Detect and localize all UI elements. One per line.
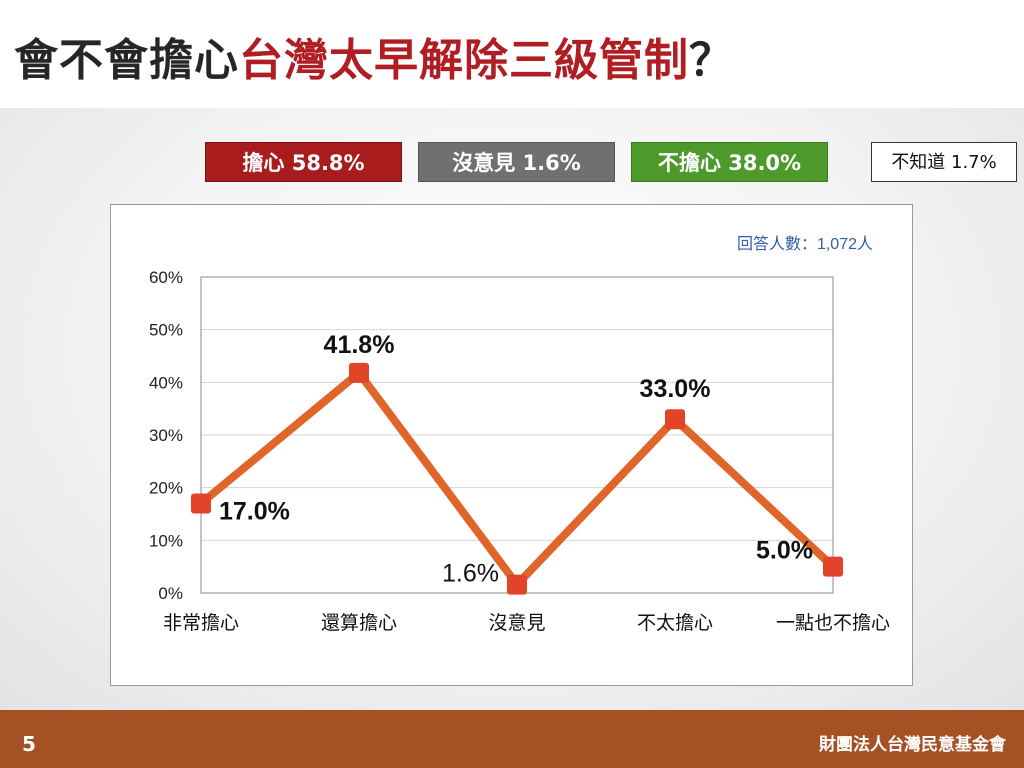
legend-no-opinion-box: 沒意見 1.6% — [418, 142, 615, 182]
data-point-marker — [507, 574, 527, 595]
title-suffix: ？ — [689, 35, 734, 86]
legend-dont-know-box: 不知道 1.7% — [871, 142, 1017, 182]
data-label: 33.0% — [640, 375, 711, 403]
title-prefix: 會不會擔心 — [14, 35, 239, 86]
data-point-marker — [823, 556, 843, 577]
x-tick-label: 非常擔心 — [163, 612, 239, 634]
data-label: 1.6% — [442, 560, 499, 588]
legend-worry-box: 擔心 58.8% — [205, 142, 402, 182]
slide-title: 會不會擔心台灣太早解除三級管制？ — [14, 24, 734, 88]
y-tick-label: 0% — [158, 584, 183, 603]
line-chart: 回答人數：1,072人 0% 10% 20% 30% 40% 50% 60% 非常擔心 還算擔心… — [149, 235, 890, 634]
title-highlight: 台灣太早解除三級管制 — [239, 35, 689, 86]
data-point-marker — [349, 362, 369, 383]
data-point-marker — [665, 409, 685, 430]
y-tick-label: 40% — [149, 373, 183, 392]
respondent-count-note: 回答人數：1,072人 — [737, 235, 873, 253]
series-line — [197, 368, 837, 589]
x-tick-label: 不太擔心 — [637, 612, 713, 634]
x-tick-label: 沒意見 — [488, 612, 545, 634]
x-tick-label: 一點也不擔心 — [776, 612, 890, 634]
chart-frame: 回答人數：1,072人 0% 10% 20% 30% 40% 50% 60% 非常擔心 還算擔心… — [110, 204, 913, 686]
y-tick-label: 20% — [149, 479, 183, 498]
y-tick-label: 60% — [149, 268, 183, 287]
data-label: 17.0% — [219, 497, 290, 525]
y-tick-label: 30% — [149, 426, 183, 445]
page-number: 5 — [22, 732, 36, 756]
y-tick-label: 10% — [149, 531, 183, 550]
data-label: 5.0% — [756, 537, 813, 565]
footer-bar — [0, 710, 1024, 768]
y-tick-label: 50% — [149, 321, 183, 340]
data-point-marker — [191, 493, 211, 514]
data-label: 41.8% — [324, 331, 395, 359]
organization-name: 財團法人台灣民意基金會 — [819, 735, 1006, 755]
x-tick-label: 還算擔心 — [321, 612, 397, 634]
legend-not-worry-box: 不擔心 38.0% — [631, 142, 828, 182]
title-bar: 會不會擔心台灣太早解除三級管制？ — [0, 0, 1024, 100]
